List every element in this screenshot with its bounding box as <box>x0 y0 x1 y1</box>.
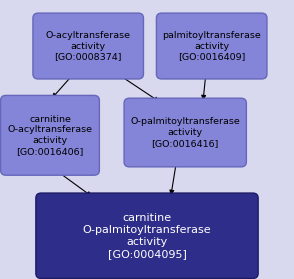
Text: O-acyltransferase
activity
[GO:0008374]: O-acyltransferase activity [GO:0008374] <box>46 31 131 61</box>
FancyBboxPatch shape <box>1 95 99 175</box>
Text: carnitine
O-acyltransferase
activity
[GO:0016406]: carnitine O-acyltransferase activity [GO… <box>7 115 93 156</box>
FancyBboxPatch shape <box>36 193 258 278</box>
FancyBboxPatch shape <box>156 13 267 79</box>
FancyBboxPatch shape <box>124 98 246 167</box>
Text: O-palmitoyltransferase
activity
[GO:0016416]: O-palmitoyltransferase activity [GO:0016… <box>130 117 240 148</box>
Text: carnitine
O-palmitoyltransferase
activity
[GO:0004095]: carnitine O-palmitoyltransferase activit… <box>83 213 211 259</box>
FancyBboxPatch shape <box>33 13 143 79</box>
Text: palmitoyltransferase
activity
[GO:0016409]: palmitoyltransferase activity [GO:001640… <box>162 31 261 61</box>
